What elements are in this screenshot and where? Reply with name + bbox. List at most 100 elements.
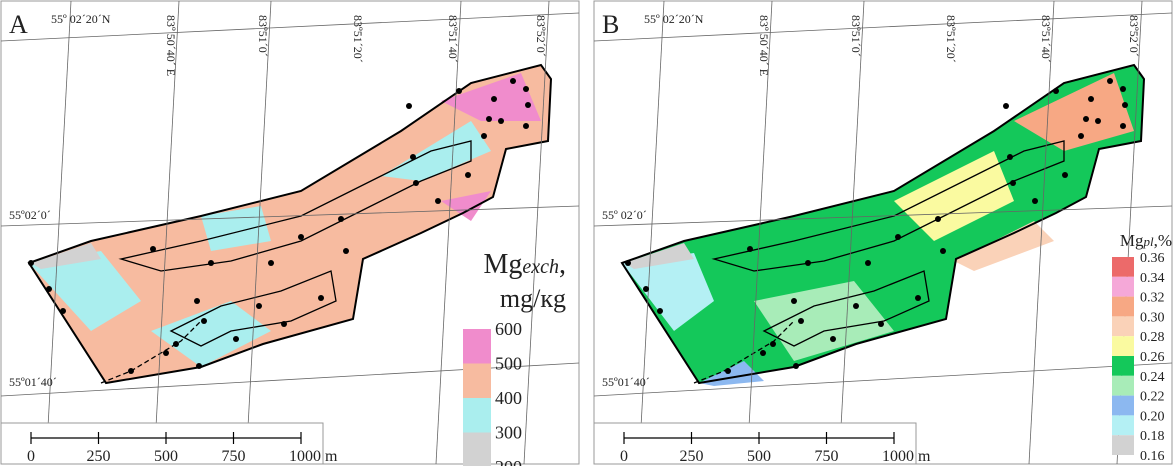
panel-label: B xyxy=(602,10,619,39)
legend-swatch xyxy=(1112,277,1134,297)
sample-point xyxy=(853,303,859,309)
sample-point xyxy=(510,78,516,84)
sample-point xyxy=(486,116,492,122)
sample-point xyxy=(1053,88,1059,94)
sample-point xyxy=(60,308,66,314)
sample-point xyxy=(1062,172,1068,178)
sample-point xyxy=(46,286,52,292)
legend-label: 0.18 xyxy=(1140,429,1165,444)
sample-point xyxy=(523,86,529,92)
scale-label: 500 xyxy=(154,448,178,465)
legend-swatch xyxy=(463,364,491,399)
legend-label: 0.24 xyxy=(1140,370,1165,385)
sample-point xyxy=(1122,102,1128,108)
scale-label: 250 xyxy=(87,448,111,465)
legend-label: 0.22 xyxy=(1140,390,1165,405)
sample-point xyxy=(233,336,239,342)
sample-point xyxy=(128,368,134,374)
sample-point xyxy=(747,246,753,252)
legend-label: 600 xyxy=(495,319,522,339)
legend-swatch xyxy=(1112,297,1134,317)
legend-swatch xyxy=(1112,376,1134,396)
sample-point xyxy=(338,216,344,222)
latitude-label: 55º01´40´ xyxy=(602,375,650,389)
sample-point xyxy=(805,260,811,266)
scale-label: 1000 m xyxy=(882,448,931,465)
sample-point xyxy=(770,341,776,347)
latitude-label: 55º 02´20´N xyxy=(51,12,111,26)
longitude-label: 83º 50´40´ E xyxy=(164,15,178,76)
longitude-label: 83º51´0´ xyxy=(256,15,270,57)
sample-point xyxy=(1003,103,1009,109)
longitude-label: 83º51´40´ xyxy=(446,15,460,63)
sample-point xyxy=(1095,118,1101,124)
sample-point xyxy=(798,318,804,324)
legend-label: 0.30 xyxy=(1140,310,1165,325)
longitude-label: 83º51´20´ xyxy=(351,15,365,63)
legend-swatch xyxy=(1112,415,1134,435)
latitude-label: 55º02´0´ xyxy=(9,208,51,222)
sample-point xyxy=(1120,86,1126,92)
legend-title-end: , xyxy=(559,249,566,280)
scale-label: 0 xyxy=(620,448,628,465)
legend-unit: mg/кg xyxy=(500,284,566,313)
sample-point xyxy=(935,216,941,222)
longitude-label: 83º51´40´ xyxy=(1039,15,1053,63)
sample-point xyxy=(194,298,200,304)
legend-swatch xyxy=(1112,336,1134,356)
sample-point xyxy=(173,341,179,347)
legend-label: 400 xyxy=(495,388,522,408)
longitude-label: 83º52´0´ xyxy=(534,15,548,57)
legend-swatch xyxy=(1112,435,1134,455)
legend-swatch xyxy=(1112,356,1134,376)
legend-title-main: Mg xyxy=(1120,231,1144,250)
longitude-label: 83º52´0´ xyxy=(1127,15,1141,57)
longitude-label: 83º51´20´ xyxy=(944,15,958,63)
sample-point xyxy=(435,198,441,204)
sample-point xyxy=(201,318,207,324)
sample-point xyxy=(256,303,262,309)
sample-point xyxy=(878,321,884,327)
legend-label: 0.34 xyxy=(1140,271,1165,286)
sample-point xyxy=(865,260,871,266)
legend-label: 300 xyxy=(495,423,522,443)
legend-swatch xyxy=(1112,257,1134,277)
legend-swatch xyxy=(1112,316,1134,336)
legend-label: 0.26 xyxy=(1140,350,1165,365)
map-panel: A 55º 02´20´N 55º02´0´ 55º01´40´ 83º 50´40´ … xyxy=(1,1,579,466)
sample-point xyxy=(413,180,419,186)
sample-point xyxy=(163,350,169,356)
sample-point xyxy=(28,260,34,266)
sample-point xyxy=(481,133,487,139)
map-panel: B55º 02´20´N55º 02´0´55º01´40´83º 50´40´… xyxy=(594,1,1172,465)
legend-swatch xyxy=(463,329,491,364)
sample-point xyxy=(940,248,946,254)
latitude-label: 55º01´40´ xyxy=(9,375,57,389)
panel-label: A xyxy=(9,10,28,39)
sample-point xyxy=(643,286,649,292)
sample-point xyxy=(318,295,324,301)
legend-title-sub: pl xyxy=(1142,234,1154,249)
legend-label: 200 xyxy=(495,457,522,466)
legend-label: 0.36 xyxy=(1140,251,1165,266)
sample-point xyxy=(1083,116,1089,122)
scale-label: 750 xyxy=(222,448,246,465)
sample-point xyxy=(525,102,531,108)
legend-label: 0.28 xyxy=(1140,330,1165,345)
scale-label: 500 xyxy=(747,448,771,465)
sample-point xyxy=(657,308,663,314)
sample-point xyxy=(208,260,214,266)
sample-point xyxy=(491,96,497,102)
sample-point xyxy=(760,350,766,356)
legend-swatch xyxy=(1112,396,1134,416)
latitude-label: 55º 02´0´ xyxy=(602,208,647,222)
legend-swatch xyxy=(463,398,491,433)
scale-label: 1000 m xyxy=(289,448,338,465)
sample-point xyxy=(196,363,202,369)
legend-label: 0.16 xyxy=(1140,449,1165,464)
sample-point xyxy=(498,118,504,124)
sample-point xyxy=(406,103,412,109)
sample-point xyxy=(1120,123,1126,129)
scale-label: 0 xyxy=(27,448,35,465)
sample-point xyxy=(1088,96,1094,102)
